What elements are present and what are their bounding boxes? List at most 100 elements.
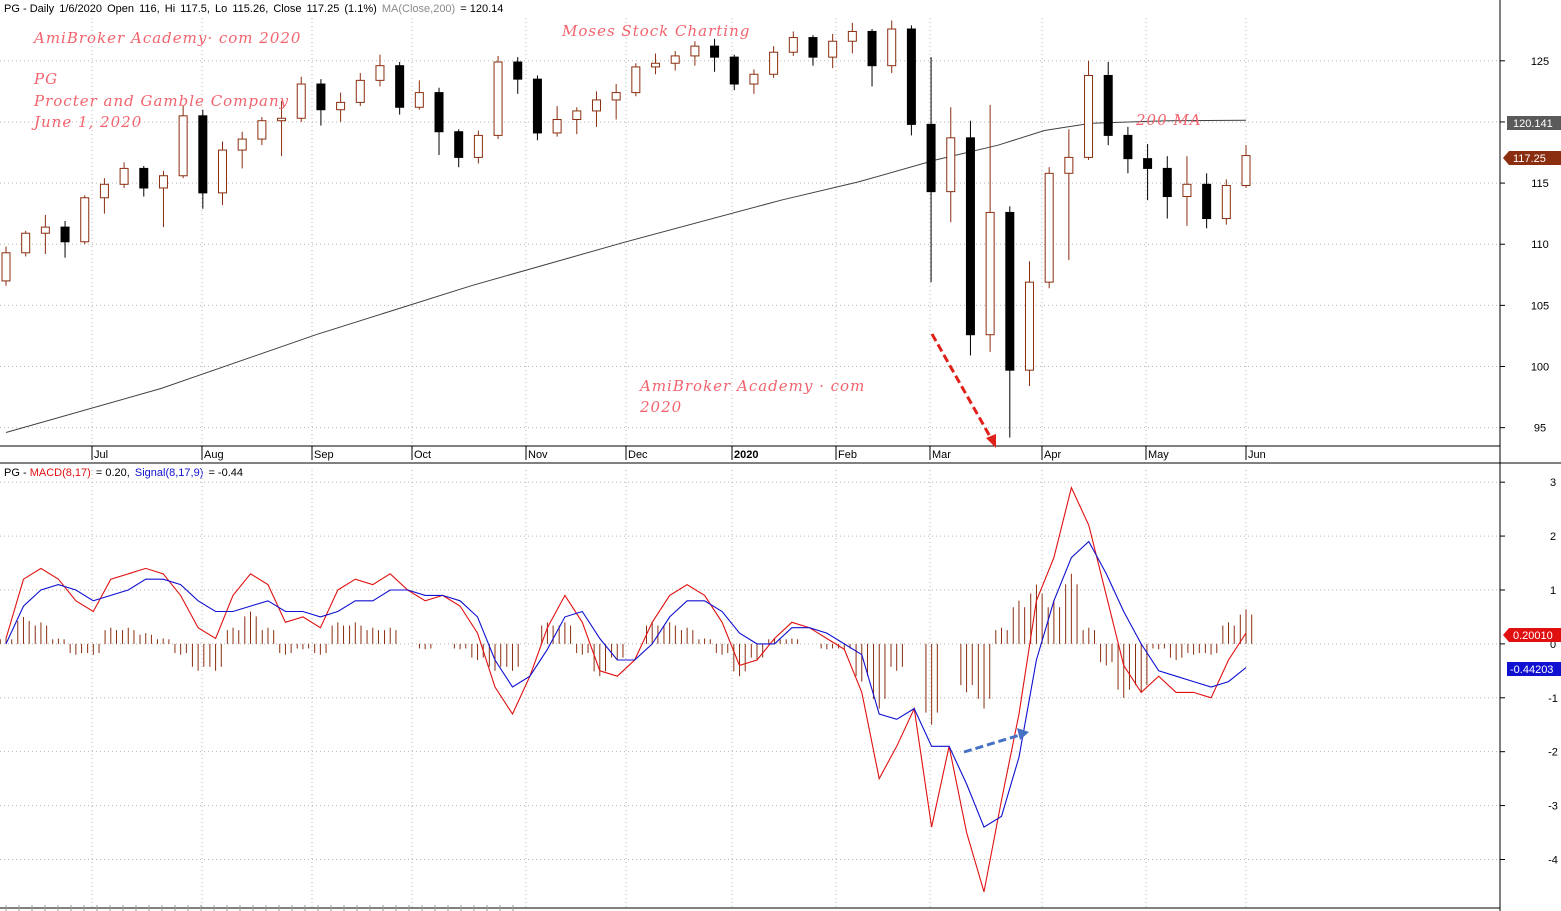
- candle-body: [178, 115, 188, 177]
- candle-body: [631, 66, 641, 94]
- candle-body: [99, 183, 109, 199]
- candle-body: [277, 117, 287, 122]
- candle-body: [710, 45, 720, 58]
- candle-body: [1182, 183, 1192, 198]
- y-tick-label: 0: [1550, 639, 1556, 651]
- ma-price-tag: 120.141: [1507, 116, 1561, 130]
- candle-body: [493, 61, 503, 136]
- y-tick-label: -1: [1548, 693, 1558, 705]
- candle-body: [670, 55, 680, 64]
- x-tick-label: Dec: [628, 449, 648, 461]
- candle-body: [985, 211, 995, 336]
- x-tick-label: Oct: [414, 449, 431, 461]
- watermark-200ma: 200 MA: [1135, 111, 1202, 129]
- candle-body: [1241, 155, 1251, 187]
- candle-body: [395, 65, 405, 108]
- candle-body: [158, 175, 168, 189]
- x-tick-label: Apr: [1044, 449, 1061, 461]
- candle-body: [257, 120, 267, 140]
- svg-text:0.20010: 0.20010: [1513, 630, 1553, 642]
- svg-text:-0.44203: -0.44203: [1510, 664, 1553, 676]
- y-tick-label: -2: [1548, 747, 1558, 759]
- watermark-symbol: PG: [33, 70, 58, 88]
- candle-body: [828, 40, 838, 58]
- watermark-mid-2: 2020: [639, 398, 682, 416]
- y-tick-label: 3: [1550, 477, 1556, 489]
- candle-body: [532, 78, 542, 134]
- watermark-academy: AmiBroker Academy· com 2020: [32, 29, 301, 47]
- candle-body: [21, 232, 31, 254]
- candle-body: [119, 167, 129, 185]
- macd-line: [5, 485, 1247, 892]
- candle-body: [198, 115, 208, 194]
- candle-body: [965, 137, 975, 336]
- x-tick-label: Feb: [838, 449, 857, 461]
- x-tick-label: Aug: [204, 449, 224, 461]
- x-tick-label: 2020: [734, 449, 758, 461]
- candle-body: [926, 123, 936, 193]
- candle-body: [808, 37, 818, 58]
- candle-body: [80, 197, 90, 243]
- y-tick-label: 105: [1531, 300, 1549, 312]
- candle-body: [414, 92, 424, 108]
- candle-body: [788, 37, 798, 53]
- candle-body: [611, 92, 621, 101]
- watermark-date: June 1, 2020: [31, 113, 142, 131]
- candle-body: [946, 137, 956, 193]
- watermark-moses: Moses Stock Charting: [561, 22, 750, 40]
- candle-body: [40, 226, 50, 234]
- y-tick-label: 125: [1531, 56, 1549, 68]
- candle-body: [454, 131, 464, 158]
- candle-body: [1221, 185, 1231, 220]
- y-tick-label: -3: [1548, 801, 1558, 813]
- svg-text:117.25: 117.25: [1513, 153, 1546, 165]
- candle-body: [591, 99, 601, 112]
- candle-body: [1162, 167, 1172, 198]
- candle-body: [847, 30, 857, 42]
- candle-body: [473, 134, 483, 158]
- candle-body: [1005, 211, 1015, 371]
- candle-body: [355, 79, 365, 103]
- price-lower-low-arrow: [930, 333, 996, 448]
- candle-body: [139, 167, 149, 189]
- y-tick-label: 115: [1531, 178, 1549, 190]
- svg-text:120.141: 120.141: [1513, 118, 1553, 130]
- candle-body: [1044, 172, 1054, 283]
- candle-body: [434, 92, 444, 133]
- x-tick-label: Jul: [94, 449, 108, 461]
- y-tick-label: 2: [1550, 531, 1556, 543]
- candle-body: [375, 65, 385, 81]
- watermark-mid-1: AmiBroker Academy · com: [638, 377, 865, 395]
- signal-value-tag: -0.44203: [1507, 662, 1561, 676]
- candle-body: [1123, 134, 1133, 160]
- candle-body: [296, 83, 306, 119]
- y-tick-label: 1: [1550, 585, 1556, 597]
- candle-body: [729, 56, 739, 85]
- y-tick-label: 100: [1531, 362, 1549, 374]
- signal-line: [5, 540, 1247, 828]
- x-tick-label: Mar: [932, 449, 951, 461]
- candle-body: [1103, 74, 1113, 136]
- candle-body: [237, 138, 247, 151]
- candle-body: [887, 28, 897, 67]
- candle-body: [1084, 74, 1094, 158]
- close-price-tag: 117.25: [1503, 151, 1561, 165]
- macd-lines: [5, 485, 1247, 892]
- candle-body: [769, 51, 779, 75]
- candle-body: [1024, 281, 1034, 371]
- candle-body: [316, 83, 326, 111]
- macd-value-tag: 0.20010: [1503, 628, 1561, 642]
- candle-body: [513, 61, 523, 80]
- candle-body: [1202, 183, 1212, 220]
- candle-body: [552, 118, 562, 134]
- candle-body: [572, 110, 582, 120]
- candlestick-series: [1, 20, 1251, 438]
- x-tick-label: Nov: [528, 449, 548, 461]
- macd-header: PG - MACD(8,17) = 0.20, Signal(8,17,9) =…: [4, 467, 243, 479]
- y-tick-label: 110: [1531, 239, 1549, 251]
- candle-body: [1143, 158, 1153, 169]
- y-tick-label: 95: [1534, 423, 1546, 435]
- candle-body: [867, 30, 877, 67]
